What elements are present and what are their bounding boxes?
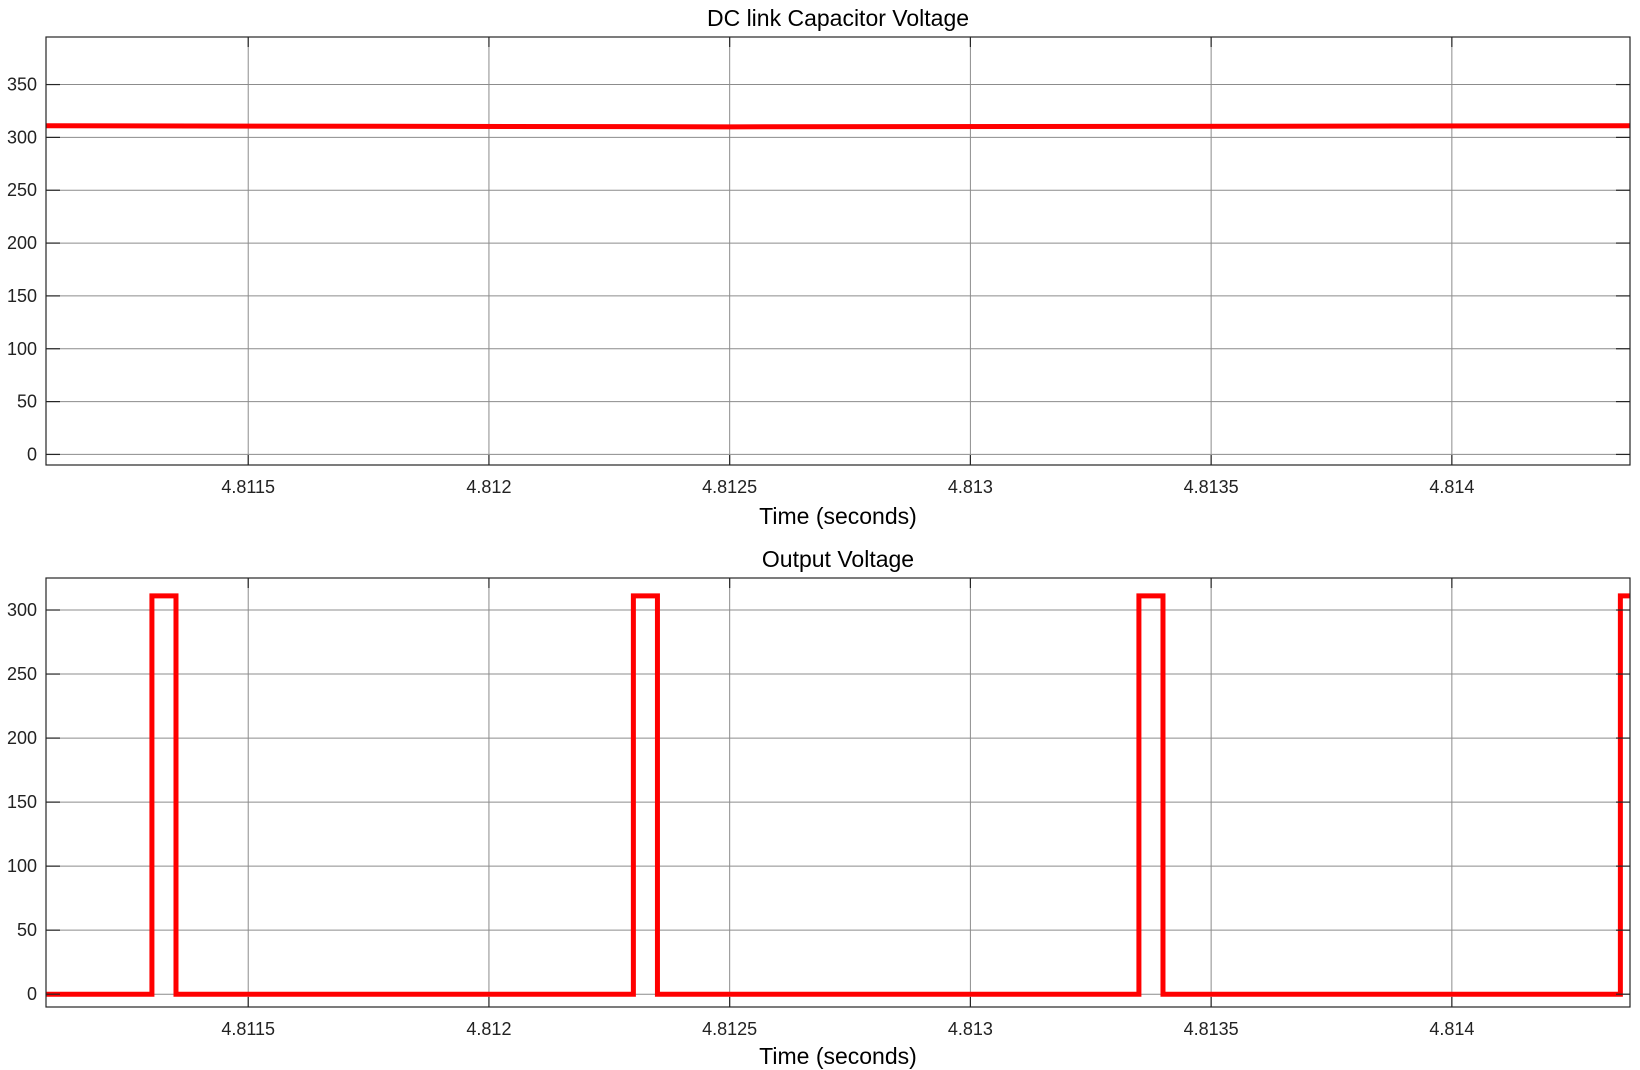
ticks bbox=[46, 37, 1630, 465]
axes-box bbox=[45, 36, 1631, 466]
y-tick-label: 200 bbox=[7, 728, 37, 748]
series-line bbox=[45, 123, 1631, 130]
series-layer bbox=[46, 593, 1630, 997]
x-tick-label: 4.8135 bbox=[1184, 1019, 1239, 1039]
chart-dc-link: DC link Capacitor Voltage 4.8115 4.812 4.8… bbox=[7, 5, 1631, 529]
x-tick-label: 4.8125 bbox=[702, 1019, 757, 1039]
y-tick-label: 300 bbox=[7, 127, 37, 147]
x-tick-label: 4.8115 bbox=[221, 477, 275, 497]
x-tick-label: 4.814 bbox=[1429, 477, 1474, 497]
y-tick-label: 0 bbox=[27, 444, 37, 464]
y-tick-label: 250 bbox=[7, 664, 37, 684]
y-tick-label: 250 bbox=[7, 180, 37, 200]
tick-labels: 4.8115 4.812 4.8125 4.813 4.8135 4.814 0 50 100 1… bbox=[7, 600, 1474, 1039]
y-tick-label: 0 bbox=[27, 984, 37, 1004]
y-tick-label: 100 bbox=[7, 339, 37, 359]
y-tick-label: 300 bbox=[7, 600, 37, 620]
series-layer bbox=[45, 123, 1631, 130]
x-tick-label: 4.8115 bbox=[221, 1019, 275, 1039]
y-tick-label: 350 bbox=[7, 75, 37, 95]
y-tick-label: 100 bbox=[7, 856, 37, 876]
chart-output-voltage: Output Voltage 4.8115 4.812 4.8125 4.813 4.8… bbox=[7, 546, 1631, 1069]
tick-labels: 4.8115 4.812 4.8125 4.813 4.8135 4.814 0 50 100 1… bbox=[7, 75, 1474, 497]
x-tick-label: 4.813 bbox=[948, 1019, 993, 1039]
grid bbox=[46, 578, 1630, 1007]
chart-title: DC link Capacitor Voltage bbox=[707, 5, 969, 31]
x-tick-label: 4.8125 bbox=[702, 477, 757, 497]
y-tick-label: 150 bbox=[7, 792, 37, 812]
y-tick-label: 200 bbox=[7, 233, 37, 253]
y-tick-label: 150 bbox=[7, 286, 37, 306]
chart-title: Output Voltage bbox=[762, 546, 914, 572]
series-line bbox=[46, 593, 1630, 997]
grid bbox=[46, 37, 1630, 465]
x-tick-label: 4.813 bbox=[948, 477, 993, 497]
x-axis-label: Time (seconds) bbox=[759, 1043, 917, 1069]
y-tick-label: 50 bbox=[17, 392, 37, 412]
y-tick-label: 50 bbox=[17, 920, 37, 940]
x-tick-label: 4.8135 bbox=[1184, 477, 1239, 497]
axes-box bbox=[45, 577, 1631, 1008]
x-tick-label: 4.812 bbox=[466, 477, 511, 497]
x-tick-label: 4.812 bbox=[466, 1019, 511, 1039]
x-tick-label: 4.814 bbox=[1429, 1019, 1474, 1039]
ticks bbox=[46, 578, 1630, 1007]
x-axis-label: Time (seconds) bbox=[759, 503, 917, 529]
